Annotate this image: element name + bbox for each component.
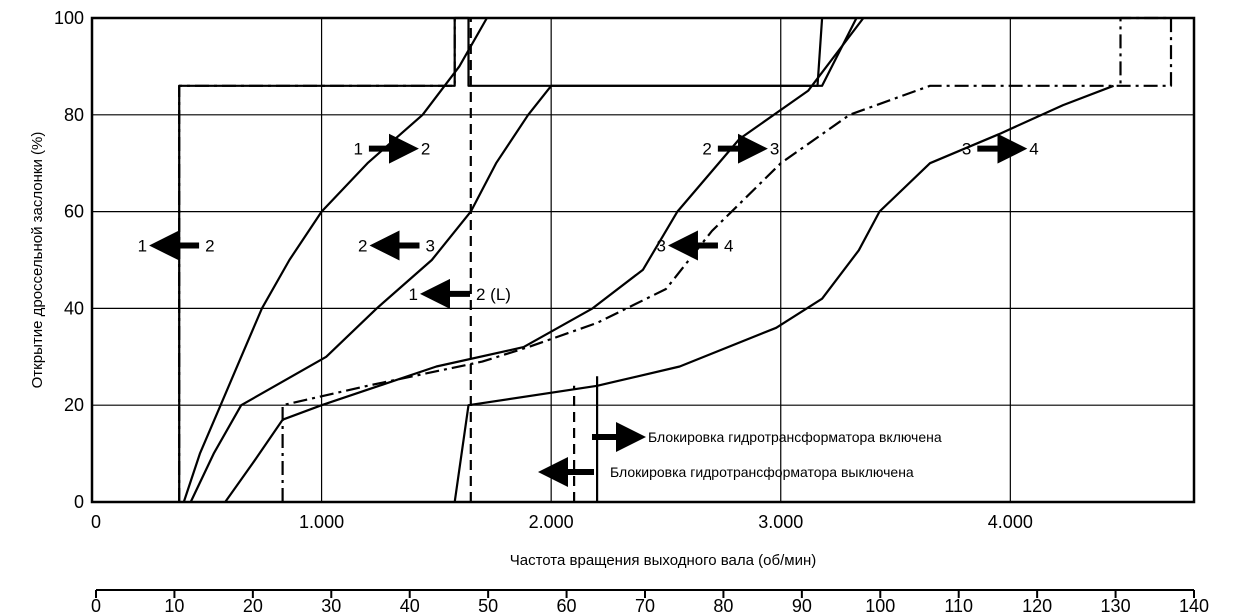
- y-tick-label: 80: [64, 105, 84, 125]
- grid: [92, 18, 1194, 502]
- annotation-from: 1: [409, 285, 418, 304]
- secondary-speed-axis: 0 10 20 30 40 50 60 70 80 90 100 110 120 130 140: [91, 589, 1209, 615]
- annotation-to: 4: [724, 236, 733, 255]
- x-axis-title: Частота вращения выходного вала (об/мин): [510, 552, 816, 569]
- annotation-to: 3: [426, 236, 435, 255]
- y-axis-title: Открытие дроссельной заслонки (%): [29, 132, 46, 389]
- series-line-2: [182, 17, 488, 503]
- secondary-tick-label: 120: [1022, 596, 1052, 615]
- y-tick-label: 0: [74, 492, 84, 512]
- x-tick-label: 3.000: [758, 512, 803, 532]
- secondary-tick-label: 40: [400, 596, 420, 615]
- annotation-to: 2: [205, 236, 214, 255]
- shift-annotations: 1 2 2 3 3 41 2 2 3 3 41 2 (L): [138, 133, 1039, 309]
- series-line-6: [281, 16, 1173, 502]
- annotation-from: 3: [656, 236, 665, 255]
- series-line-4: [178, 16, 824, 502]
- series-line-1: [178, 18, 456, 502]
- secondary-tick-label: 60: [557, 596, 577, 615]
- legend-label: Блокировка гидротрансформатора включена: [648, 429, 942, 445]
- annotation-to: 2 (L): [476, 285, 511, 304]
- annotation-from: 2: [702, 140, 711, 159]
- secondary-tick-label: 90: [792, 596, 812, 615]
- legend-item-2: Блокировка гидротрансформатора выключена: [538, 457, 914, 487]
- secondary-tick-label: 100: [865, 596, 895, 615]
- secondary-tick-label: 10: [164, 596, 184, 615]
- secondary-tick-label: 110: [944, 596, 973, 615]
- annotation-to: 2: [421, 140, 430, 159]
- plot-frame: [90, 16, 1196, 504]
- legend-item-1: Блокировка гидротрансформатора включена: [592, 422, 942, 452]
- secondary-tick-label: 50: [478, 596, 498, 615]
- series-line-5: [224, 17, 865, 503]
- series-line-7: [453, 84, 1114, 503]
- x-tick-label: 2.000: [529, 512, 574, 532]
- series-layer: [178, 16, 1173, 503]
- secondary-tick-label: 0: [91, 596, 101, 615]
- legend-label: Блокировка гидротрансформатора выключена: [610, 464, 914, 480]
- annotation-from: 2: [358, 236, 367, 255]
- secondary-tick-label: 130: [1101, 596, 1131, 615]
- annotation-from: 1: [353, 140, 362, 159]
- x-tick-label: 4.000: [988, 512, 1033, 532]
- x-axis-ticks: 0 1.000 2.000 3.000 4.000: [91, 512, 1033, 532]
- secondary-tick-label: 20: [243, 596, 263, 615]
- secondary-tick-label: 70: [635, 596, 655, 615]
- x-tick-label: 1.000: [299, 512, 344, 532]
- y-axis-ticks: 0 20 40 60 80 100: [54, 8, 84, 512]
- secondary-tick-label: 80: [713, 596, 733, 615]
- lockup-legend: Блокировка гидротрансформатора включена Б…: [538, 422, 942, 487]
- shift-annotation-7: 1 2 (L): [409, 278, 511, 309]
- y-tick-label: 20: [64, 395, 84, 415]
- annotation-from: 3: [962, 140, 971, 159]
- y-tick-label: 100: [54, 8, 84, 28]
- secondary-tick-label: 30: [321, 596, 341, 615]
- x-tick-label: 0: [91, 512, 101, 532]
- secondary-tick-label: 140: [1179, 596, 1209, 615]
- annotation-from: 1: [138, 236, 147, 255]
- y-tick-label: 40: [64, 298, 84, 318]
- annotation-to: 3: [770, 140, 779, 159]
- y-tick-label: 60: [64, 202, 84, 222]
- annotation-to: 4: [1029, 140, 1038, 159]
